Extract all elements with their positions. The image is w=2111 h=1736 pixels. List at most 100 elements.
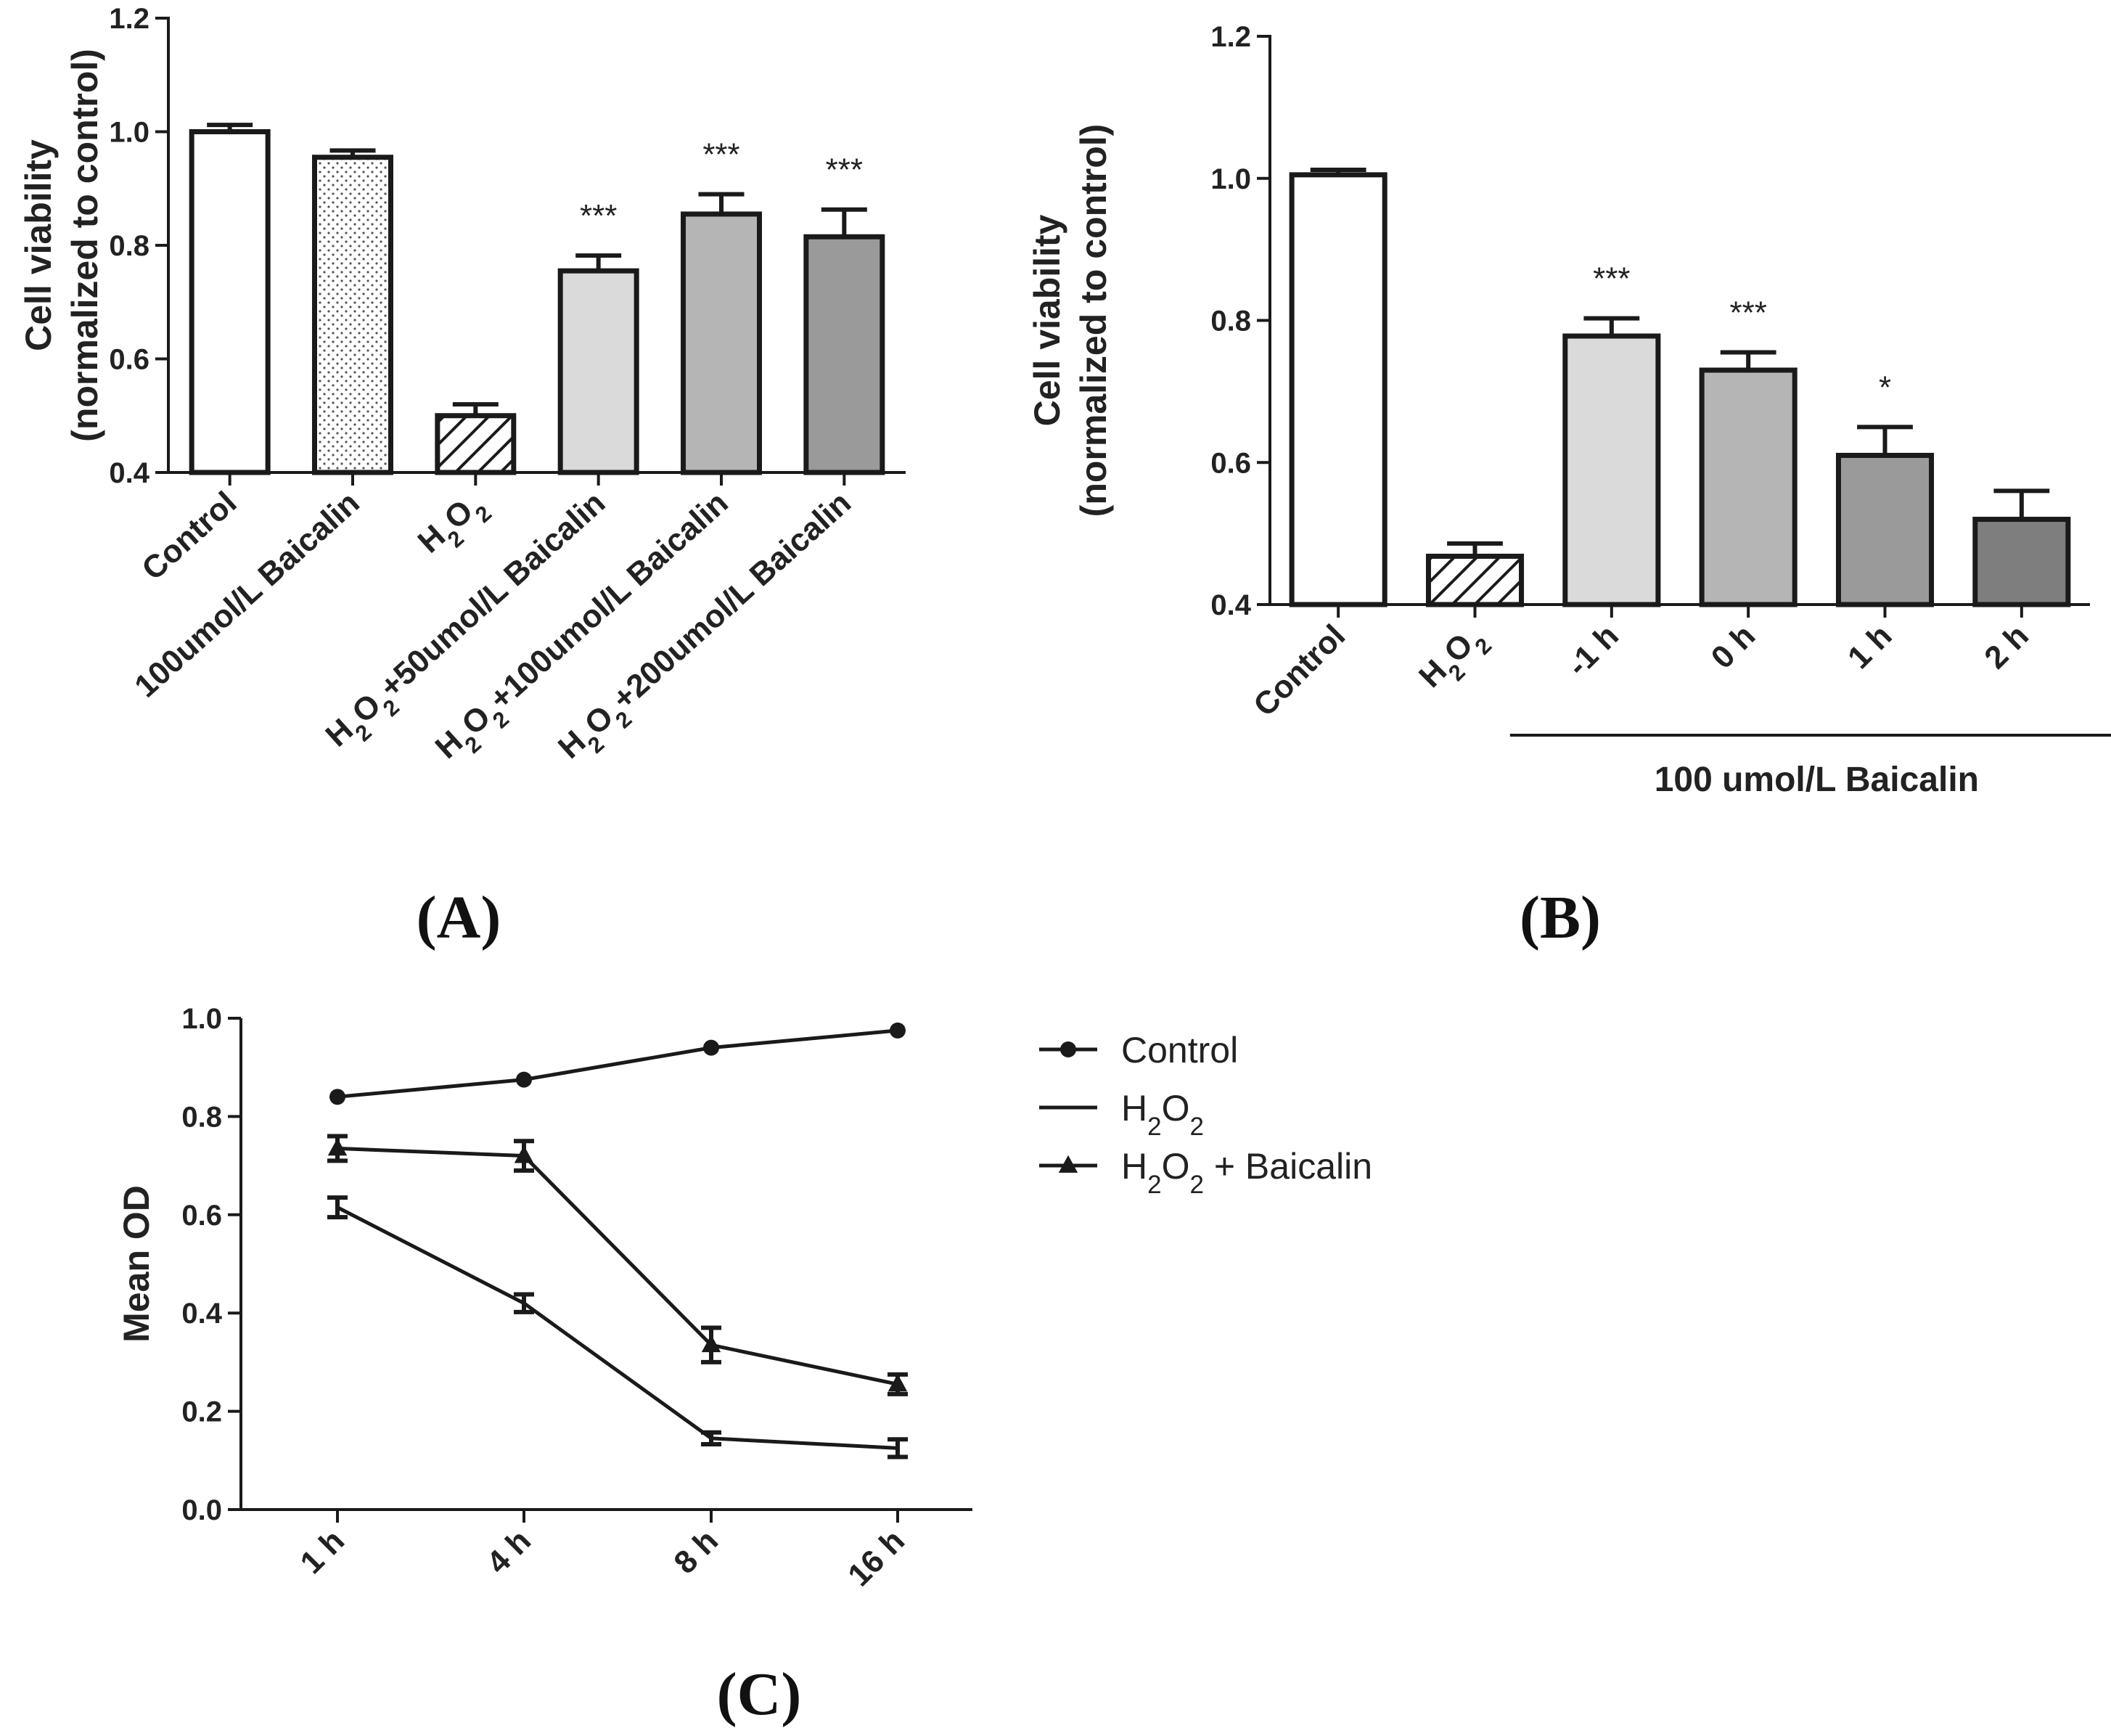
data-point-triangle: [1058, 1155, 1078, 1173]
category-label: -1 h: [1560, 618, 1626, 683]
bar: [557, 268, 639, 475]
label-part: +200umol/L Baicalin: [606, 485, 858, 717]
bar: [312, 155, 393, 475]
y-tick-label: 0.4: [1210, 589, 1251, 621]
bar: [803, 234, 885, 475]
data-point-circle: [703, 1039, 719, 1056]
x-tick-label: 4 h: [480, 1523, 538, 1581]
y-axis-label-line2: (normalized to control): [65, 49, 105, 442]
y-axis-label-line2: (normalized to control): [1073, 124, 1114, 517]
label-part: -1 h: [1560, 618, 1626, 683]
significance-label: ***: [1729, 295, 1766, 331]
panel-label-c: (C): [717, 1661, 802, 1728]
label-part: +100umol/L Baicalin: [483, 485, 734, 717]
y-tick-label: 0.2: [181, 1396, 222, 1428]
subscript: 2: [1147, 1113, 1161, 1141]
y-tick-label: 1.0: [1210, 163, 1251, 195]
label-part: 0 h: [1705, 618, 1763, 676]
label-part: O: [578, 699, 620, 742]
y-tick-label: 0.6: [1210, 447, 1251, 479]
panel-label-b: (B): [1520, 884, 1601, 951]
category-label: H2O2: [1412, 618, 1496, 702]
y-axis-label-line1: Cell viability: [1027, 214, 1067, 426]
y-tick-label: 0.0: [181, 1494, 222, 1526]
label-part: Control: [1247, 618, 1352, 723]
label-part: + Baicalin: [1204, 1146, 1372, 1187]
group-label: 100 umol/L Baicalin: [1655, 761, 1979, 799]
significance-label: ***: [826, 152, 863, 188]
category-label: Control: [1247, 618, 1352, 723]
label-part: O: [1438, 627, 1480, 670]
label-part: H: [411, 518, 452, 560]
data-point-triangle: [888, 1374, 908, 1392]
chart-b: 0.4 0.6 0.8 1.0 1.2 Cell viability (normalized…: [1027, 21, 2111, 799]
data-point-circle: [1060, 1041, 1076, 1057]
data-point-triangle: [327, 1138, 348, 1156]
y-axis-label-line1: Cell viability: [18, 139, 59, 351]
y-tick-label: 1.2: [1210, 21, 1251, 53]
significance-label: ***: [702, 137, 739, 173]
label-part: O: [1162, 1146, 1190, 1187]
series-line: [337, 1146, 898, 1386]
label-part: Control: [135, 485, 243, 587]
series-line: [336, 1205, 898, 1450]
legend-label: Control: [1121, 1030, 1238, 1070]
bar: [1835, 452, 1935, 607]
label-part: O: [1162, 1088, 1190, 1129]
label-part: H: [429, 724, 470, 766]
y-axis-label: Cell viability (normalized to control): [1027, 124, 1114, 517]
y-tick-label: 0.8: [1210, 306, 1251, 337]
category-label: 100umol/L Baicalin: [128, 485, 366, 705]
category-label: 0 h: [1705, 618, 1763, 676]
y-tick-label: 1.0: [181, 1003, 222, 1035]
bar: [1562, 333, 1661, 607]
y-axis-label: Cell viability (normalized to control): [18, 49, 105, 442]
chart-c: 0.0 0.2 0.4 0.6 0.8 1.0 Mean OD 1 h 4 h 8 h 16 h Co…: [116, 1003, 1372, 1593]
label-part: O: [455, 699, 497, 742]
bar: [189, 129, 271, 475]
label-part: 2 h: [1977, 618, 2036, 676]
subscript: 2: [1189, 1113, 1203, 1141]
y-tick-label: 0.6: [181, 1200, 222, 1232]
x-tick-label: 16 h: [841, 1523, 911, 1593]
data-point-triangle: [514, 1145, 534, 1163]
y-tick-label: 1.2: [109, 3, 149, 35]
bar: [1699, 367, 1798, 607]
label-part: H: [1412, 653, 1454, 695]
label-part: H: [1121, 1088, 1147, 1129]
legend-label: H2O2: [1121, 1088, 1204, 1141]
y-tick-label: 0.6: [109, 344, 149, 376]
y-axis-label: Mean OD: [116, 1185, 157, 1343]
y-tick-label: 1.0: [109, 117, 149, 149]
category-label: 1 h: [1841, 618, 1899, 676]
bar: [435, 413, 517, 475]
y-tick-label: 0.8: [109, 230, 149, 262]
label-part: O: [438, 493, 480, 536]
data-point-circle: [890, 1022, 906, 1039]
category-label: Control: [135, 485, 243, 587]
legend-label: H2O2 + Baicalin: [1121, 1146, 1372, 1199]
label-part: H: [319, 712, 360, 754]
bar: [1289, 172, 1387, 607]
label-part: O: [345, 687, 388, 729]
data-point-circle: [329, 1089, 345, 1105]
label-part: 1 h: [1841, 618, 1899, 676]
y-tick-label: 0.8: [181, 1101, 222, 1133]
bar: [1972, 517, 2071, 607]
series-line: [337, 1028, 898, 1099]
significance-label: *: [1879, 369, 1891, 405]
x-tick-label: 8 h: [667, 1523, 725, 1581]
subscript: 2: [1147, 1171, 1161, 1199]
bar: [1425, 553, 1525, 607]
bar: [681, 211, 762, 475]
panel-label-a: (A): [417, 884, 501, 951]
data-point-triangle: [701, 1334, 721, 1353]
label-part: H: [552, 724, 592, 766]
label-part: 100umol/L Baicalin: [128, 485, 366, 705]
data-point-circle: [516, 1071, 532, 1088]
subscript: 2: [1189, 1171, 1203, 1199]
label-part: Control: [1121, 1030, 1238, 1070]
x-tick-label: 1 h: [293, 1523, 351, 1581]
y-tick-label: 0.4: [181, 1298, 222, 1330]
